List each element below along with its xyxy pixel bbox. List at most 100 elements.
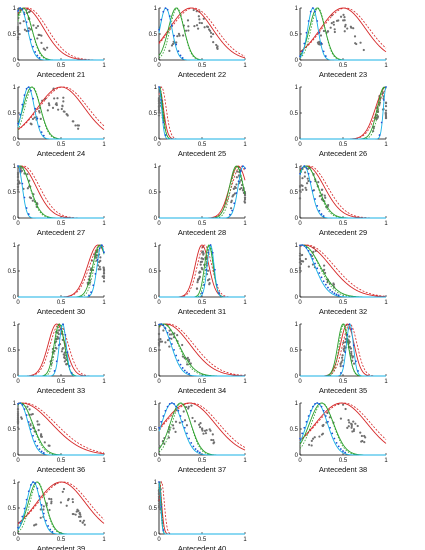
scatter-point (203, 429, 207, 433)
scatter-point (347, 425, 350, 428)
blue-marker (218, 292, 221, 294)
scatter-point (72, 120, 75, 123)
y-tick-label: 1 (13, 164, 17, 170)
cyan-curve (158, 86, 245, 140)
blue-marker (30, 428, 32, 431)
scatter-point (213, 441, 216, 444)
y-tick-label: 0 (154, 216, 158, 222)
scatter-point (298, 271, 302, 274)
blue-marker (25, 414, 28, 416)
blue-marker (162, 324, 165, 327)
scatter-point (102, 269, 106, 272)
y-tick-label: 1 (13, 322, 17, 328)
y-tick-label: 0 (295, 453, 299, 459)
scatter-point (209, 31, 213, 34)
scatter-point (67, 497, 70, 501)
scatter-point (318, 435, 321, 438)
y-tick-label: 1 (295, 322, 299, 328)
scatter-point (57, 108, 60, 111)
blue-marker (19, 522, 22, 524)
scatter-point (195, 287, 199, 290)
blue-marker (316, 204, 319, 207)
blue-marker (299, 437, 301, 440)
blue-marker (19, 402, 22, 404)
blue-marker (312, 257, 314, 260)
x-tick-label: 0.5 (198, 300, 207, 306)
panel: 00 0.5 0.5 1 1 Antecedent 25 (149, 85, 248, 158)
scatter-point (304, 171, 307, 174)
blue-marker (355, 360, 357, 363)
x-tick-label: 1 (384, 221, 388, 227)
scatter-point (51, 106, 55, 109)
scatter-point (341, 354, 344, 357)
blue-marker (192, 445, 195, 448)
blue-marker (21, 182, 24, 185)
scatter-point (181, 343, 184, 347)
scatter-point (18, 32, 21, 36)
scatter-point (40, 41, 43, 44)
scatter-point (328, 416, 331, 419)
scatter-point (350, 424, 353, 428)
scatter-point (32, 24, 35, 27)
scatter-point (99, 268, 102, 271)
blue-marker (98, 247, 101, 250)
blue-marker (327, 286, 329, 289)
panel-title: Antecedent 21 (37, 70, 85, 79)
cyan-curve (18, 244, 105, 298)
scatter-point (211, 32, 215, 36)
y-tick-label: 0 (295, 58, 299, 64)
scatter-point (55, 347, 58, 350)
red-dashed-curve (158, 86, 245, 140)
blue-marker (201, 292, 203, 294)
red-curve (299, 244, 387, 298)
x-tick-label: 0.5 (57, 300, 66, 306)
scatter-point (40, 433, 43, 436)
scatter-point (77, 127, 80, 130)
blue-marker (27, 86, 30, 89)
scatter-point (178, 421, 181, 424)
scatter-point (199, 422, 202, 425)
y-tick-label: 0 (13, 532, 17, 538)
blue-marker (216, 283, 218, 286)
green-dashed-curve (158, 86, 245, 140)
scatter-point (196, 27, 200, 30)
scatter-point (351, 359, 354, 362)
scatter-point (20, 169, 24, 172)
blue-marker (160, 323, 163, 325)
scatter-point (53, 97, 56, 100)
blue-marker (88, 294, 90, 297)
panel: 00 0.5 0.5 1 1 Antecedent 28 (149, 164, 248, 237)
scatter-point (351, 356, 354, 359)
blue-marker (166, 331, 169, 334)
scatter-point (346, 27, 349, 30)
scatter-point (305, 188, 308, 191)
scatter-point (319, 34, 323, 37)
scatter-point (83, 523, 86, 526)
blue-marker (171, 24, 173, 27)
blue-marker (158, 86, 160, 88)
y-tick-label: 1 (154, 322, 158, 328)
scatter-point (16, 178, 20, 182)
y-tick-label: 0.5 (290, 348, 299, 354)
blue-marker (45, 519, 47, 522)
blue-marker (203, 283, 206, 286)
blue-marker (70, 372, 73, 374)
scatter-point (301, 177, 304, 180)
blue-marker (335, 441, 338, 444)
green-dashed-curve (299, 165, 386, 219)
y-tick-label: 0.5 (8, 32, 17, 38)
scatter-point (344, 25, 347, 28)
scatter-point (203, 26, 206, 29)
blue-marker (164, 7, 167, 10)
scatter-point (71, 498, 74, 501)
scatter-point (63, 360, 66, 363)
scatter-point (299, 254, 302, 257)
blue-marker (309, 10, 312, 13)
scatter-point (178, 34, 181, 37)
y-tick-label: 0.5 (149, 32, 158, 38)
blue-marker (19, 113, 22, 116)
scatter-point (192, 8, 195, 12)
blue-marker (344, 451, 347, 454)
scatter-point (304, 257, 307, 261)
scatter-point (61, 105, 64, 108)
